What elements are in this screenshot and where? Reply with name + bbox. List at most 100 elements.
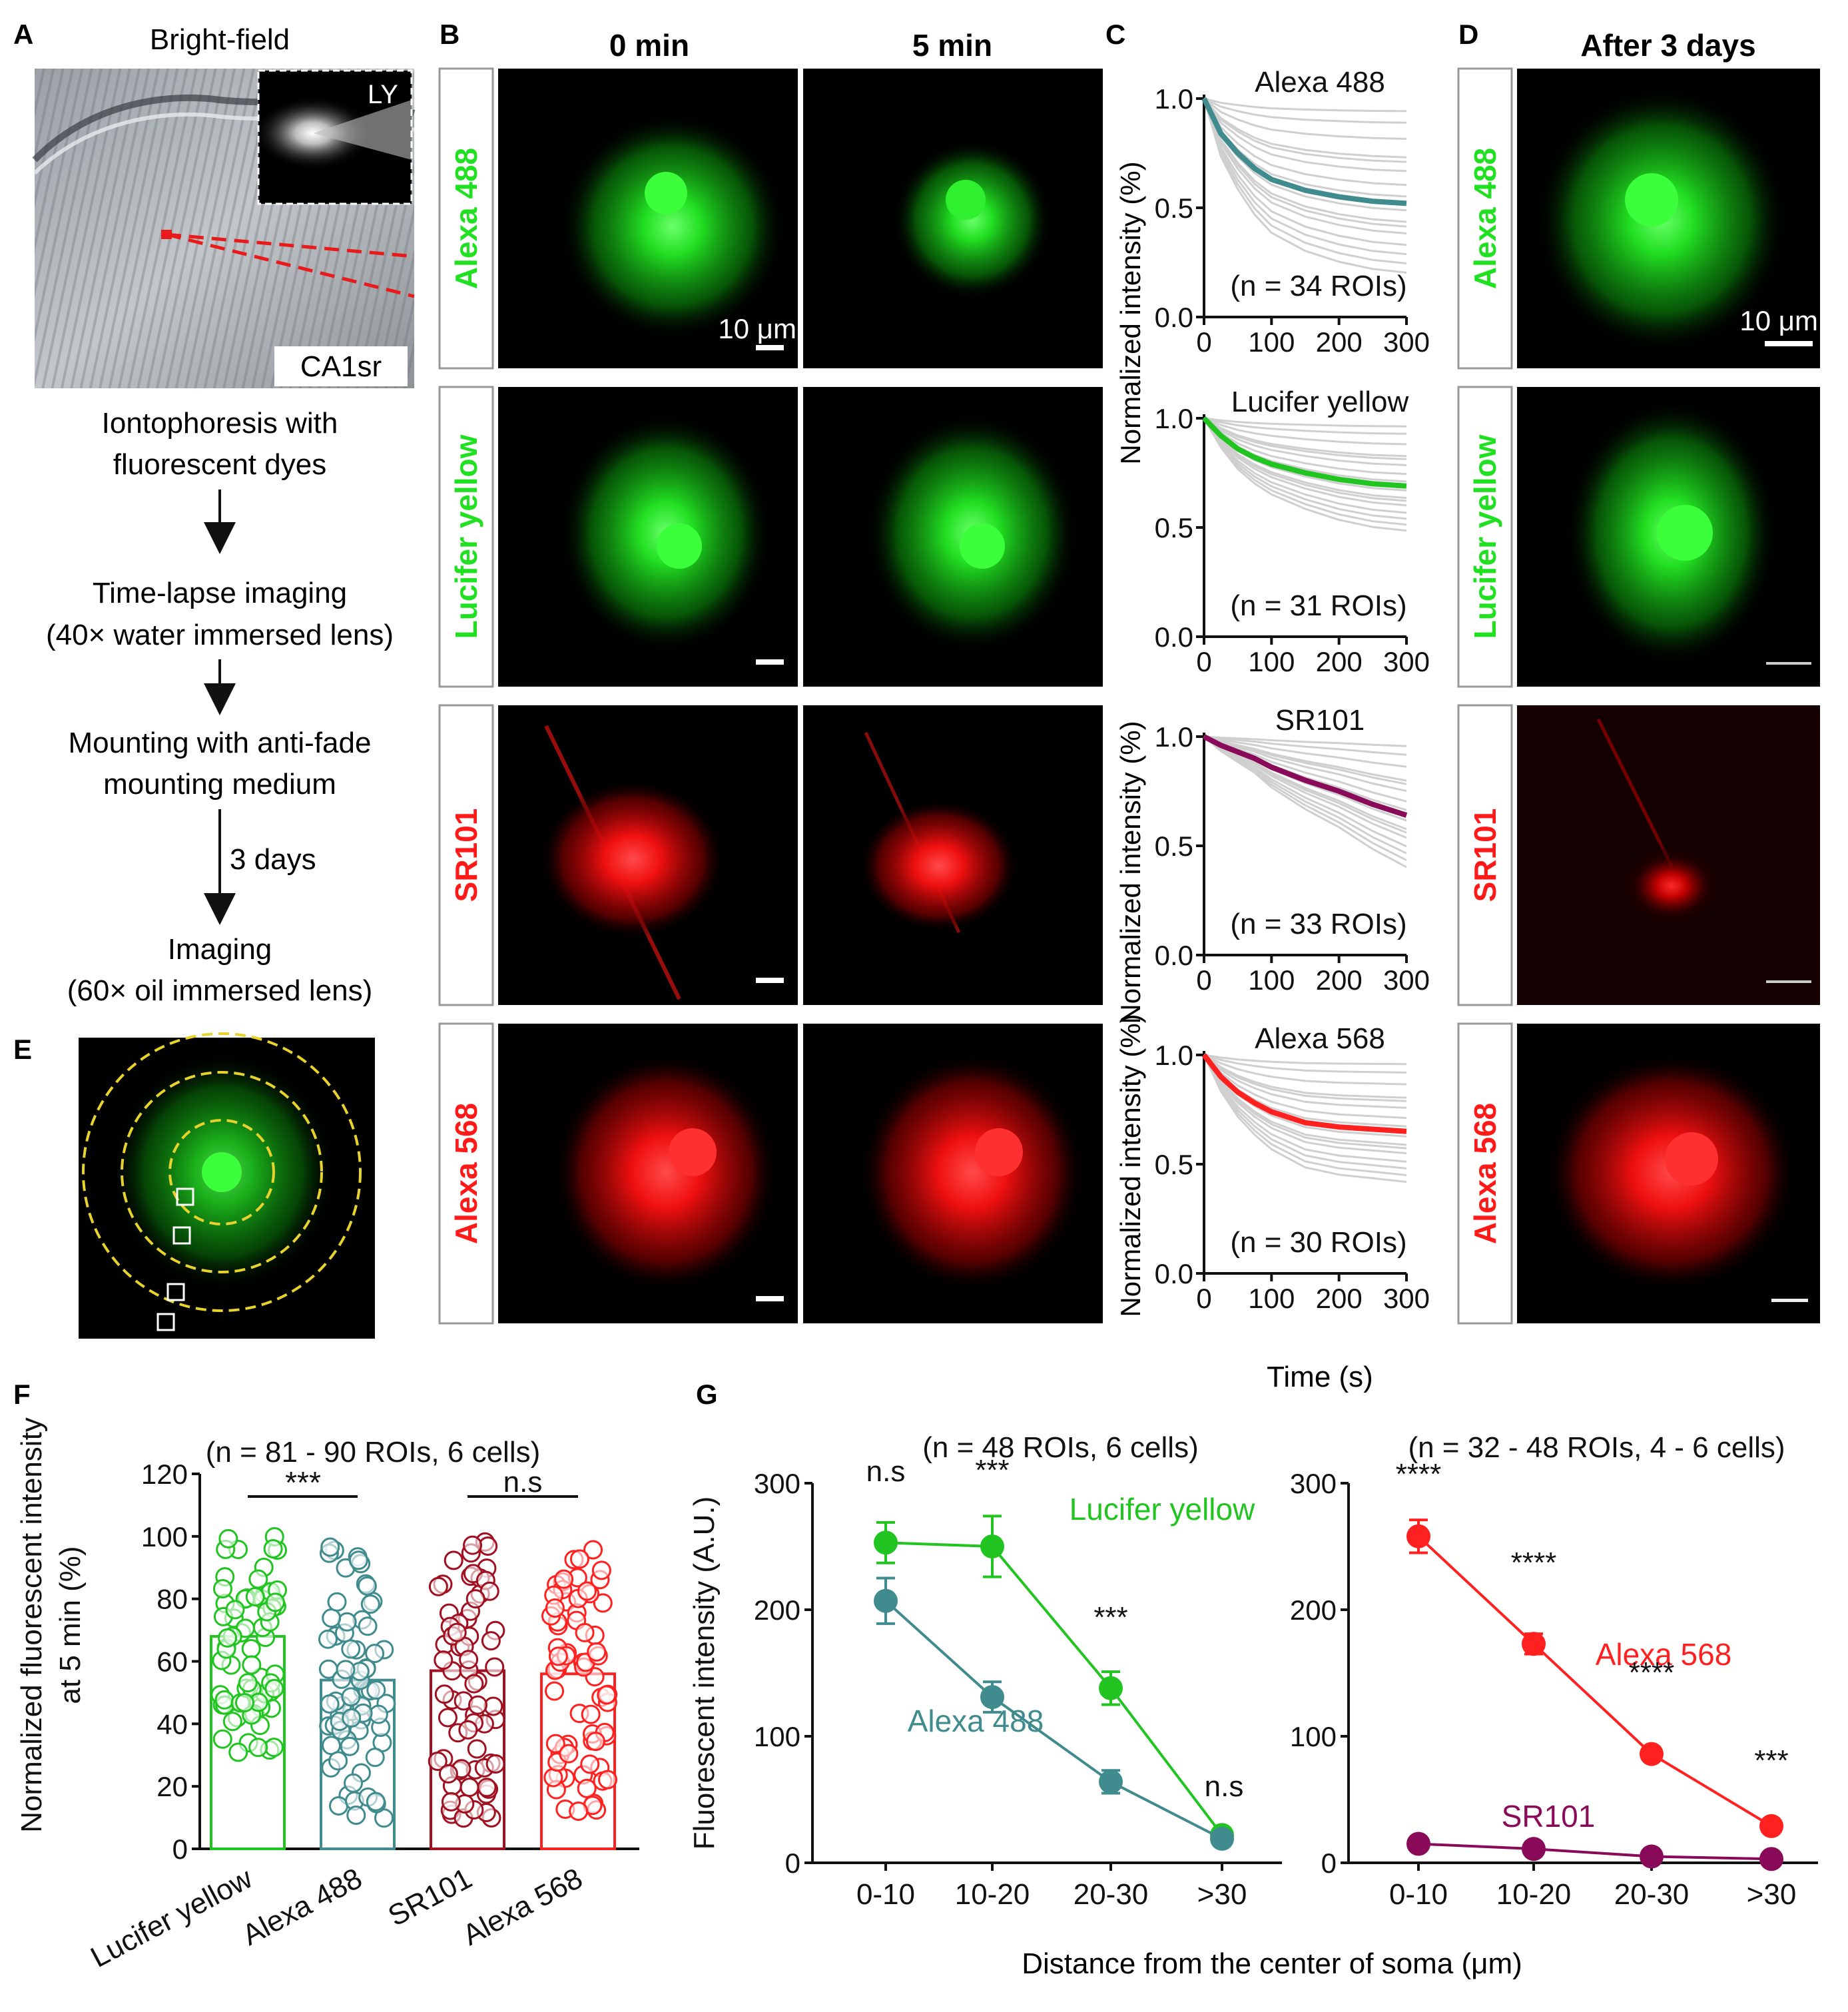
step-3b: mounting medium [103, 768, 336, 801]
scale-bar [756, 1296, 784, 1301]
data-point [458, 1720, 478, 1740]
x-tick-label: 100 [1248, 646, 1295, 677]
panel-c-ylabel: Normalized intensity (%) [1115, 161, 1146, 464]
roi-trace [1203, 1054, 1407, 1163]
roi-trace [1203, 98, 1407, 246]
data-point [467, 1739, 487, 1759]
data-point [548, 1646, 568, 1666]
data-point [580, 1754, 600, 1774]
roi-trace [1203, 1054, 1407, 1099]
panel-label-g: G [696, 1379, 718, 1410]
panel-c-ylabel: Normalized intensity (%) [1115, 1014, 1146, 1317]
data-point [434, 1650, 454, 1670]
sig-label: n.s [503, 1466, 543, 1499]
data-point [428, 1751, 448, 1771]
d-tile-alexa488 [1517, 69, 1820, 368]
roi-trace [1203, 98, 1407, 264]
data-point [212, 1578, 232, 1598]
panel-label-e: E [13, 1034, 32, 1065]
sig-label: *** [1754, 1744, 1788, 1777]
panel-c-charts: 0.0 0.5 1.0 0 100 200 300 Alexa 488 (n = 34 ROIs… [1155, 66, 1430, 1314]
roi-trace [1203, 1054, 1407, 1120]
data-point [265, 1592, 285, 1612]
roi-trace [1203, 417, 1407, 428]
data-point [1406, 1832, 1430, 1856]
data-point [598, 1770, 618, 1790]
data-point [447, 1622, 467, 1642]
data-point [1522, 1632, 1546, 1656]
decay-chart: 0.0 0.5 1.0 0 100 200 300 Alexa 568 (n = 30 ROIs… [1155, 1022, 1430, 1314]
roi-trace [1203, 735, 1407, 868]
y-tick-label: 0 [1321, 1847, 1337, 1879]
n-label: (n = 33 ROIs) [1230, 908, 1406, 940]
data-point [465, 1589, 485, 1609]
data-point [1759, 1847, 1783, 1871]
panel-g-left-chart: 0 100 200 300 0-10 10-20 20-30 >30 Fluorescent i… [688, 1431, 1282, 1911]
y-tick-label: 100 [1290, 1721, 1337, 1752]
x-tick-label: Alexa 568 [458, 1862, 588, 1952]
step-2a: Time-lapse imaging [93, 577, 347, 609]
step-1b: fluorescent dyes [113, 448, 326, 481]
y-tick-label: 0 [172, 1834, 188, 1865]
d-tile-alexa568 [1517, 1024, 1820, 1323]
row-label-lucifer: Lucifer yellow [449, 434, 483, 639]
data-point [358, 1616, 378, 1636]
roi-trace [1203, 418, 1407, 532]
data-point [228, 1742, 248, 1762]
mean-curve [1203, 734, 1408, 818]
roi-box [172, 1226, 191, 1245]
row-label-sr101: SR101 [449, 809, 483, 902]
tile-lucifer-5min [803, 387, 1103, 687]
x-tick-label: 100 [1248, 326, 1295, 358]
x-tick-label: 200 [1316, 326, 1363, 358]
series-line [1418, 1842, 1772, 1861]
data-point [434, 1684, 454, 1704]
x-tick-label: 0-10 [1389, 1878, 1448, 1911]
panel-label-b: B [440, 19, 460, 50]
data-point [360, 1594, 380, 1614]
data-point [366, 1680, 386, 1700]
data-point [1759, 1814, 1783, 1838]
panel-b-grid: Alexa 488 Lucifer yellow SR101 Alexa 568… [438, 67, 1103, 1325]
data-point [342, 1708, 362, 1728]
panel-label-c: C [1105, 19, 1125, 50]
ring-inner [168, 1119, 275, 1225]
data-point [554, 1569, 574, 1589]
panel-label-f: F [13, 1379, 31, 1410]
data-point [357, 1576, 377, 1596]
data-point [467, 1695, 487, 1715]
panel-c-ylabel: Normalized intensity (%) [1115, 721, 1146, 1024]
roi-trace [1203, 418, 1407, 502]
row-box-lucifer [438, 386, 494, 688]
y-tick-label: 0.0 [1155, 302, 1193, 333]
scale-text-d: 10 μm [1739, 305, 1818, 336]
data-point [248, 1569, 268, 1589]
roi-trace [1203, 97, 1407, 113]
roi-trace [1203, 98, 1407, 159]
scale-bar [1766, 980, 1811, 983]
data-point [242, 1655, 262, 1675]
y-tick-label: 120 [141, 1459, 188, 1490]
roi-trace [1203, 417, 1407, 460]
sig-label: n.s [1205, 1770, 1244, 1803]
x-tick-label: 200 [1316, 964, 1363, 996]
data-point [569, 1802, 589, 1822]
x-tick-label: >30 [1747, 1878, 1797, 1911]
x-tick-label: 0 [1196, 964, 1211, 996]
data-point [591, 1560, 611, 1580]
data-point [481, 1631, 501, 1651]
panel-label-d: D [1458, 19, 1478, 50]
series-line [885, 1541, 1223, 1836]
data-point [444, 1550, 463, 1570]
roi-trace [1203, 735, 1407, 768]
series-line [884, 1600, 1223, 1840]
data-point [485, 1754, 505, 1774]
roi-trace [1203, 1054, 1407, 1086]
sig-label: *** [1093, 1601, 1127, 1634]
data-point [337, 1612, 357, 1632]
y-tick-label: 1.0 [1155, 403, 1193, 434]
x-tick-label: 20-30 [1614, 1878, 1690, 1911]
data-point [328, 1751, 348, 1771]
step-2b: (40× water immersed lens) [46, 619, 394, 651]
roi-box [176, 1187, 194, 1206]
